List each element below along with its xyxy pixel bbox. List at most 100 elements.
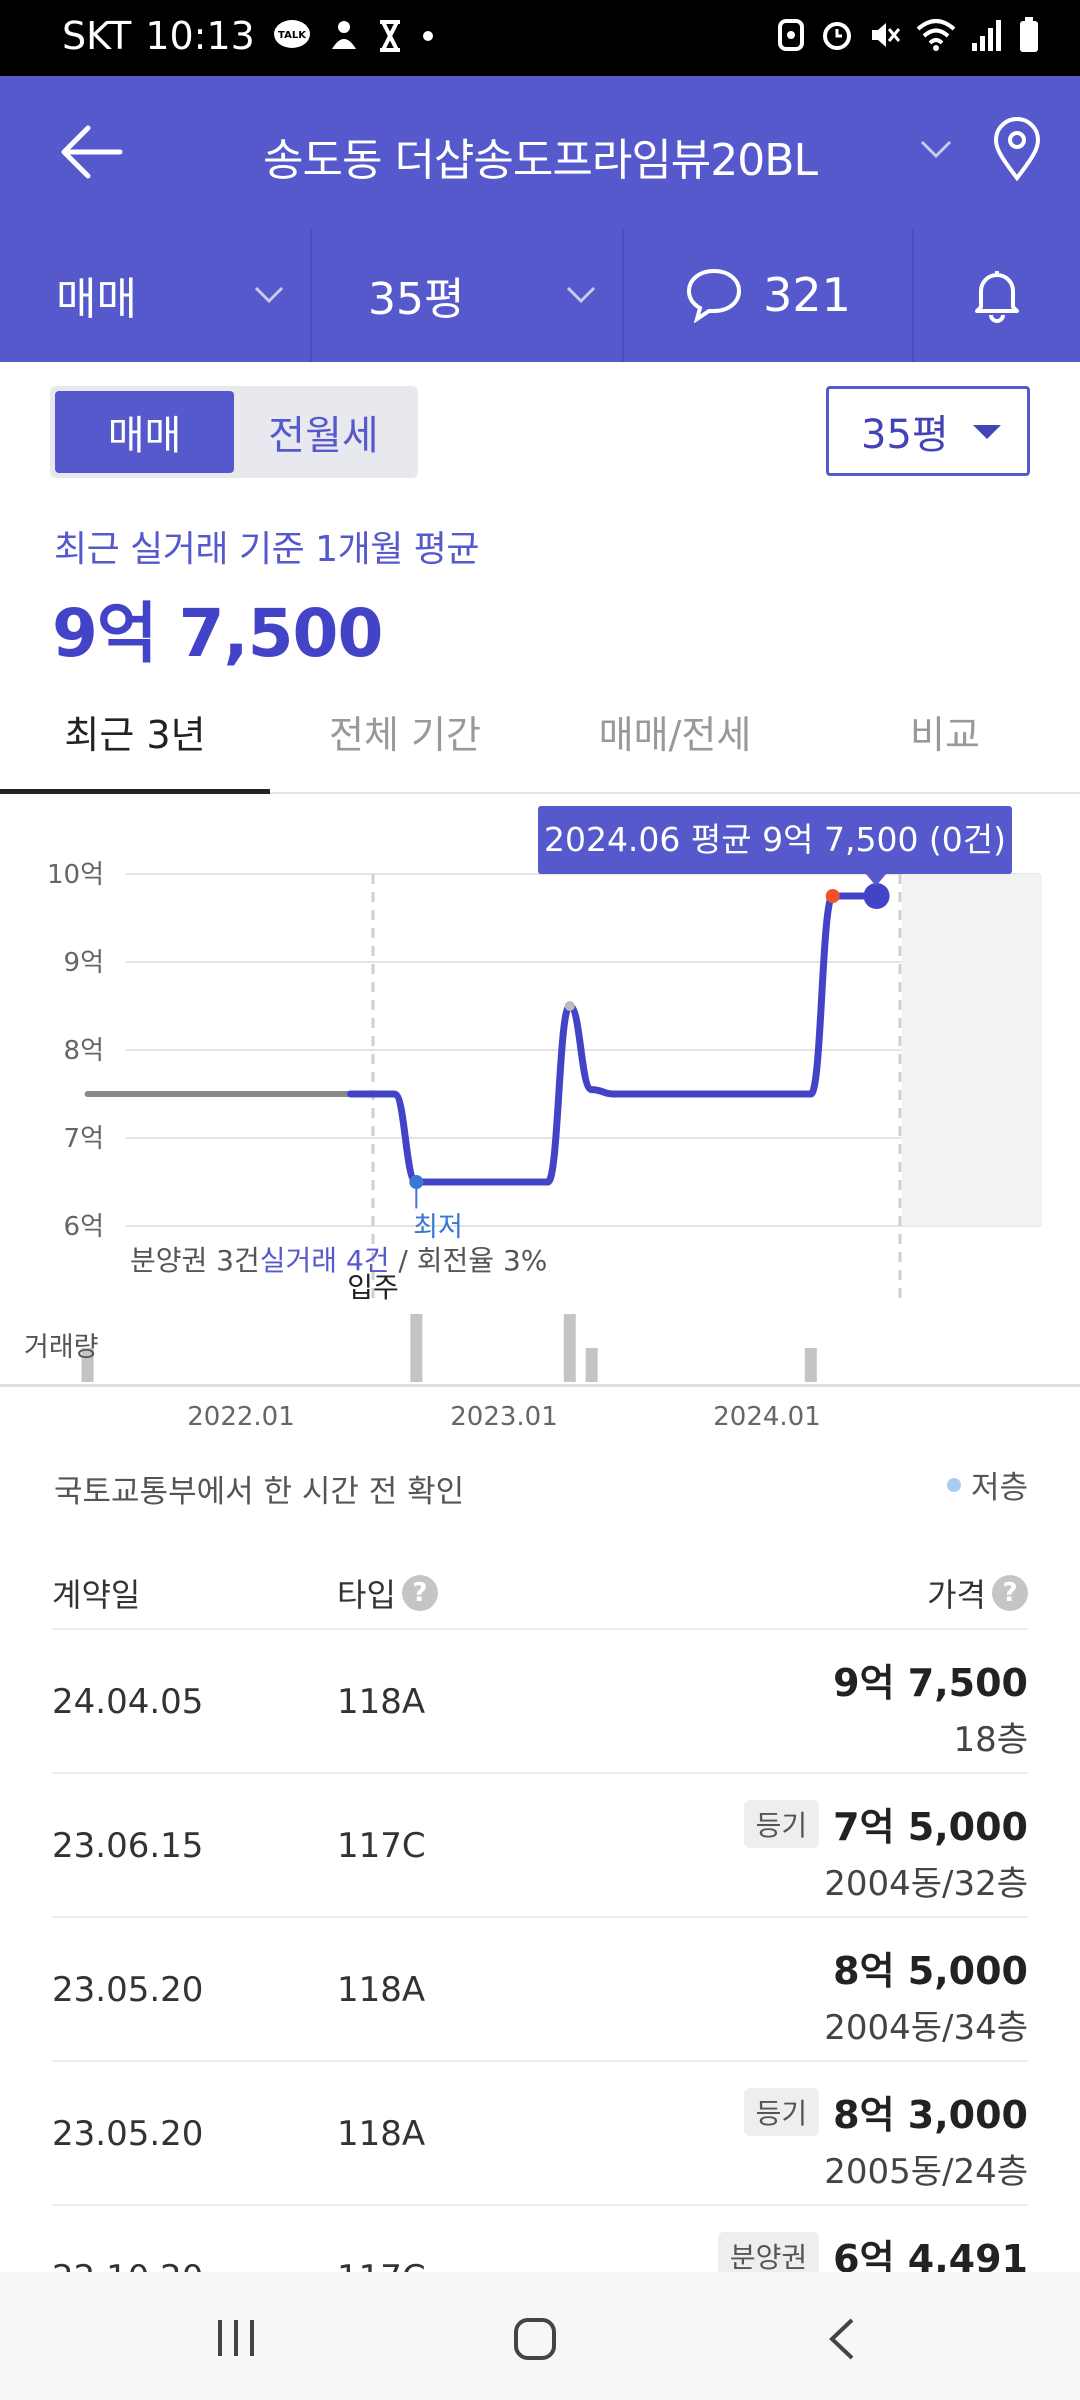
future-shade bbox=[902, 874, 1042, 1226]
table-row[interactable]: 23.05.20 118A 등기 8억 3,000 2005동/24층 bbox=[52, 2062, 1028, 2206]
app-header: 송도동 더샵송도프라임뷰20BL bbox=[0, 76, 1080, 228]
size-select-button[interactable]: 35평 bbox=[826, 386, 1030, 476]
table-header: 계약일 타입 ? 가격 ? bbox=[52, 1558, 1028, 1630]
source-note: 국토교통부에서 한 시간 전 확인 bbox=[54, 1474, 465, 1510]
back-arrow-icon[interactable] bbox=[58, 120, 128, 184]
battery-icon bbox=[1020, 17, 1038, 52]
volume-bar bbox=[585, 1348, 598, 1382]
comments-button[interactable]: 321 bbox=[624, 228, 914, 362]
summary-presale: 분양권 3건 bbox=[130, 1244, 260, 1277]
tab-all-period[interactable]: 전체 기간 bbox=[329, 713, 481, 757]
current-marker bbox=[863, 883, 890, 909]
row-badge: 분양권 bbox=[717, 2231, 820, 2280]
mute-icon bbox=[872, 23, 901, 47]
row-floor: 2004동/32층 bbox=[824, 1864, 1028, 1904]
trade-type-label: 매매 bbox=[56, 274, 137, 325]
row-price-line: 등기 8억 3,000 bbox=[743, 2084, 1028, 2139]
volume-bar bbox=[804, 1348, 817, 1382]
notification-button[interactable] bbox=[914, 228, 1080, 362]
header-type-wrap: 타입 ? bbox=[337, 1570, 737, 1616]
header-price-wrap: 가격 ? bbox=[737, 1570, 1028, 1616]
header-date: 계약일 bbox=[52, 1576, 141, 1614]
chart-tooltip: 2024.06 평균 9억 7,500 (0건) bbox=[538, 806, 1012, 886]
help-icon[interactable]: ? bbox=[401, 1575, 438, 1611]
table-row[interactable]: 23.06.15 117C 등기 7억 5,000 2004동/32층 bbox=[52, 1774, 1028, 1918]
signal-icon bbox=[972, 20, 1001, 51]
chevron-down-icon bbox=[566, 286, 596, 304]
low-marker-label: 최저 bbox=[413, 1212, 463, 1243]
low-marker bbox=[409, 1175, 424, 1189]
y-tick-label: 6억 bbox=[64, 1212, 104, 1242]
volume-bar bbox=[410, 1314, 423, 1382]
legend-dot-icon bbox=[946, 1477, 961, 1492]
row-floor: 18층 bbox=[953, 1720, 1028, 1760]
trade-type-dropdown[interactable]: 매매 bbox=[0, 228, 312, 362]
row-date: 24.04.05 bbox=[52, 1682, 204, 1722]
row-price-line: 등기 7억 5,000 bbox=[743, 1796, 1028, 1851]
summary-real-trade: 실거래 4건 bbox=[260, 1244, 390, 1277]
period-tabs: 최근 3년 전체 기간 매매/전세 비교 bbox=[0, 690, 1080, 794]
row-price-line: 9억 7,500 bbox=[833, 1652, 1028, 1707]
trade-toggle: 매매 전월세 bbox=[50, 386, 418, 478]
size-select-label: 35평 bbox=[861, 412, 949, 458]
row-floor: 2004동/34층 bbox=[824, 2008, 1028, 2048]
y-tick-label: 7억 bbox=[64, 1124, 104, 1154]
carrier-label: SKT bbox=[62, 14, 132, 58]
row-price: 9억 7,500 bbox=[833, 1661, 1028, 1705]
tab-recent-3y[interactable]: 최근 3년 bbox=[0, 690, 270, 794]
summary-turnover: / 회전율 3% bbox=[390, 1244, 548, 1277]
floor-legend: 저층 bbox=[946, 1462, 1028, 1507]
row-date: 23.05.20 bbox=[52, 2114, 204, 2154]
tab-compare[interactable]: 비교 bbox=[910, 713, 980, 757]
price-chart[interactable]: 10억 9억 8억 7억 6억 2024.06 평균 9억 7,500 (0건) 최저 … bbox=[0, 796, 1080, 1386]
kakaotalk-icon: TALK bbox=[273, 20, 310, 48]
row-badge: 등기 bbox=[743, 2087, 820, 2136]
comment-count: 321 bbox=[763, 268, 851, 322]
y-tick-label: 9억 bbox=[64, 948, 104, 978]
help-icon[interactable]: ? bbox=[992, 1575, 1028, 1611]
size-label: 35평 bbox=[368, 274, 465, 325]
chevron-down-icon bbox=[254, 286, 284, 304]
latest-trade-marker bbox=[825, 889, 840, 903]
table-row[interactable]: 23.05.20 118A 8억 5,000 2004동/34층 bbox=[52, 1918, 1028, 2062]
alarm-icon bbox=[823, 22, 851, 50]
size-dropdown[interactable]: 35평 bbox=[312, 228, 624, 362]
chart-divider bbox=[0, 1384, 1080, 1387]
volume-bar bbox=[81, 1348, 94, 1382]
row-type: 118A bbox=[337, 1970, 426, 2010]
chat-bubble-icon bbox=[687, 268, 742, 323]
floor-legend-label: 저층 bbox=[970, 1470, 1028, 1506]
home-icon[interactable] bbox=[512, 2316, 558, 2362]
complex-title[interactable]: 송도동 더샵송도프라임뷰20BL bbox=[263, 135, 818, 186]
row-price: 8억 3,000 bbox=[833, 2093, 1028, 2137]
tab-sale-jeonse[interactable]: 매매/전세 bbox=[598, 713, 752, 757]
recent-apps-icon[interactable] bbox=[214, 2316, 258, 2360]
system-nav-bar bbox=[0, 2272, 1080, 2400]
row-type: 117C bbox=[337, 1826, 426, 1866]
average-price: 9억 7,500 bbox=[52, 595, 383, 672]
volume-axis-label: 거래량 bbox=[24, 1332, 99, 1363]
app-icon bbox=[778, 19, 804, 51]
dropdown-triangle-icon bbox=[973, 425, 1001, 439]
svg-text:TALK: TALK bbox=[278, 30, 307, 41]
hourglass-icon bbox=[379, 20, 400, 52]
back-icon[interactable] bbox=[822, 2316, 862, 2362]
row-price: 8억 5,000 bbox=[833, 1949, 1028, 1993]
clock: 10:13 bbox=[145, 14, 255, 58]
location-pin-icon[interactable] bbox=[990, 116, 1044, 182]
average-label: 최근 실거래 기준 1개월 평균 bbox=[54, 529, 480, 570]
header-price: 가격 bbox=[927, 1576, 986, 1614]
y-tick-label: 10억 bbox=[47, 860, 104, 890]
person-icon bbox=[331, 21, 356, 49]
peak-marker bbox=[564, 1001, 575, 1011]
chevron-down-icon[interactable] bbox=[918, 134, 954, 164]
dot-icon bbox=[422, 31, 433, 41]
volume-bar bbox=[563, 1314, 576, 1382]
price-series-line bbox=[347, 892, 881, 1186]
toggle-sale[interactable]: 매매 bbox=[55, 391, 234, 473]
move-in-label: 입주 bbox=[347, 1271, 399, 1304]
toggle-rent[interactable]: 전월세 bbox=[268, 413, 379, 459]
table-row[interactable]: 24.04.05 118A 9억 7,500 18층 bbox=[52, 1630, 1028, 1774]
tooltip-text: 2024.06 평균 9억 7,500 (0건) bbox=[544, 820, 1006, 859]
wifi-icon bbox=[916, 19, 956, 51]
